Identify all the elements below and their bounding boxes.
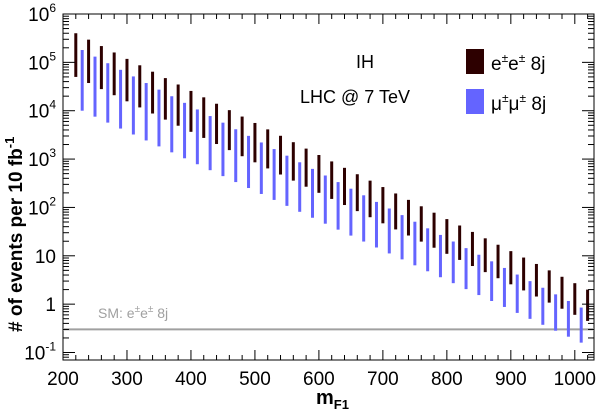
x-tick-label-500: 500 xyxy=(239,369,271,390)
x-tick-labels: 200 300 400 500 600 700 800 900 1000 xyxy=(47,369,596,390)
x-tick-label-400: 400 xyxy=(175,369,207,390)
legend-label-ee: e±e± 8j xyxy=(491,51,545,75)
x-tick-label-300: 300 xyxy=(111,369,143,390)
y-tick-label: 103 xyxy=(28,146,56,171)
sm-reference-label: SM: e±e± 8j xyxy=(98,304,168,321)
y-tick-label: 102 xyxy=(28,194,56,219)
x-tick-label-800: 800 xyxy=(431,369,463,390)
y-tick-label: 1 xyxy=(45,295,56,316)
x-tick-label-700: 700 xyxy=(367,369,399,390)
x-axis-title: mF1 xyxy=(316,387,349,412)
bars-group xyxy=(74,33,590,343)
legend-swatch-ee xyxy=(466,49,484,74)
y-tick-label: 105 xyxy=(28,49,56,74)
y-tick-label: 104 xyxy=(28,98,56,123)
x-tick-label-600: 600 xyxy=(303,369,335,390)
axis-ticks xyxy=(62,13,594,361)
y-tick-label: 106 xyxy=(28,1,56,26)
x-tick-label-1000: 1000 xyxy=(554,369,596,390)
legend-swatch-mumu xyxy=(466,89,484,114)
legend-label-mumu: μ±μ± 8j xyxy=(491,91,546,115)
annotation-ih: IH xyxy=(356,52,374,72)
x-tick-label-200: 200 xyxy=(47,369,79,390)
y-tick-label: 10 xyxy=(35,247,56,268)
y-tick-labels: 10-1 1 10 102 103 104 105 106 xyxy=(24,1,56,365)
x-tick-label-900: 900 xyxy=(495,369,527,390)
annotation-lhc: LHC @ 7 TeV xyxy=(300,87,410,107)
plot-frame xyxy=(62,13,595,361)
y-tick-label: 10-1 xyxy=(24,340,56,365)
y-axis-title: # of events per 10 fb-1 xyxy=(2,137,27,332)
